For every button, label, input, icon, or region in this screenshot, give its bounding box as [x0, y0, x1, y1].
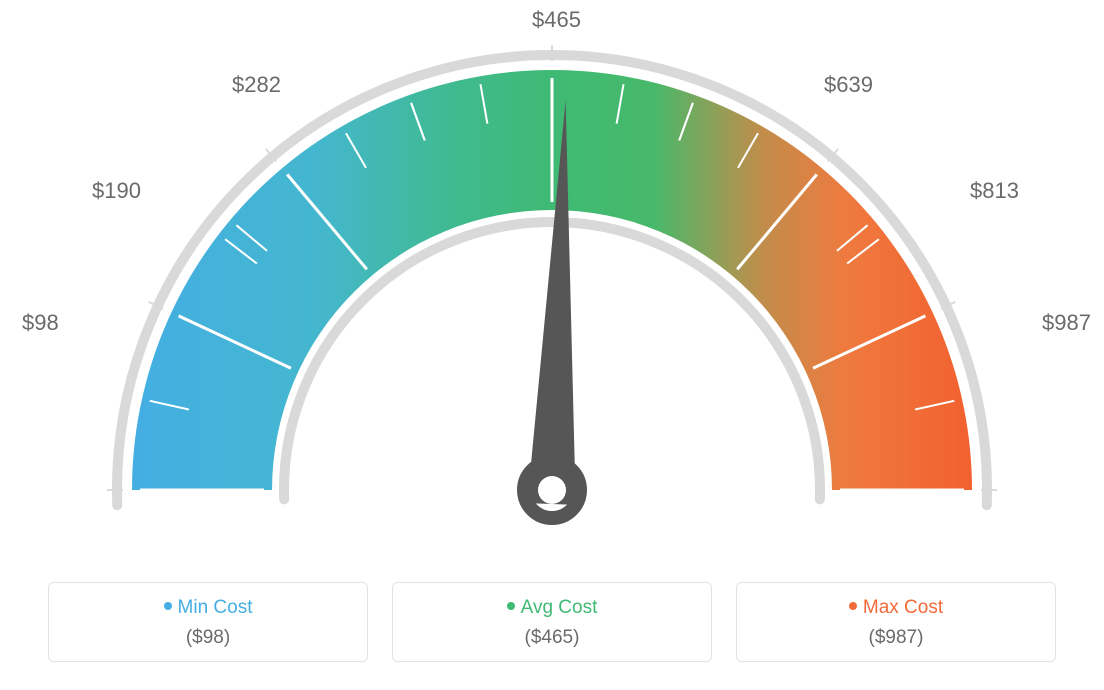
tick-label: $465 — [532, 7, 581, 33]
gauge-area: $98$190$282$465$639$813$987 — [52, 10, 1052, 570]
legend-min-box: Min Cost ($98) — [48, 582, 368, 662]
gauge-chart-container: $98 $190 $282 $465 $639 $813 $987 Min Cost ($9… — [0, 0, 1104, 690]
needle-hub-hole — [538, 476, 566, 504]
legend-max-box: Max Cost ($987) — [736, 582, 1056, 662]
tick-label: $98 — [22, 310, 59, 336]
legend-avg-value: ($465) — [405, 627, 699, 649]
legend-avg-label: Avg Cost — [521, 597, 598, 618]
legend-min-label: Min Cost — [178, 597, 253, 618]
legend-avg-title: Avg Cost — [405, 597, 699, 619]
tick-label: $813 — [970, 178, 1019, 204]
tick-label: $987 — [1042, 310, 1091, 336]
legend: Min Cost ($98) Avg Cost ($465) Max Cost … — [48, 582, 1056, 662]
tick-label: $282 — [232, 72, 281, 98]
legend-max-value: ($987) — [749, 627, 1043, 649]
legend-min-dot-icon — [164, 602, 172, 610]
gauge-svg — [52, 10, 1052, 570]
legend-max-title: Max Cost — [749, 597, 1043, 619]
legend-avg-dot-icon — [507, 602, 515, 610]
legend-max-dot-icon — [849, 602, 857, 610]
tick-label: $639 — [824, 72, 873, 98]
legend-min-title: Min Cost — [61, 597, 355, 619]
tick-label: $190 — [92, 178, 141, 204]
legend-max-label: Max Cost — [863, 597, 943, 618]
legend-min-value: ($98) — [61, 627, 355, 649]
legend-avg-box: Avg Cost ($465) — [392, 582, 712, 662]
